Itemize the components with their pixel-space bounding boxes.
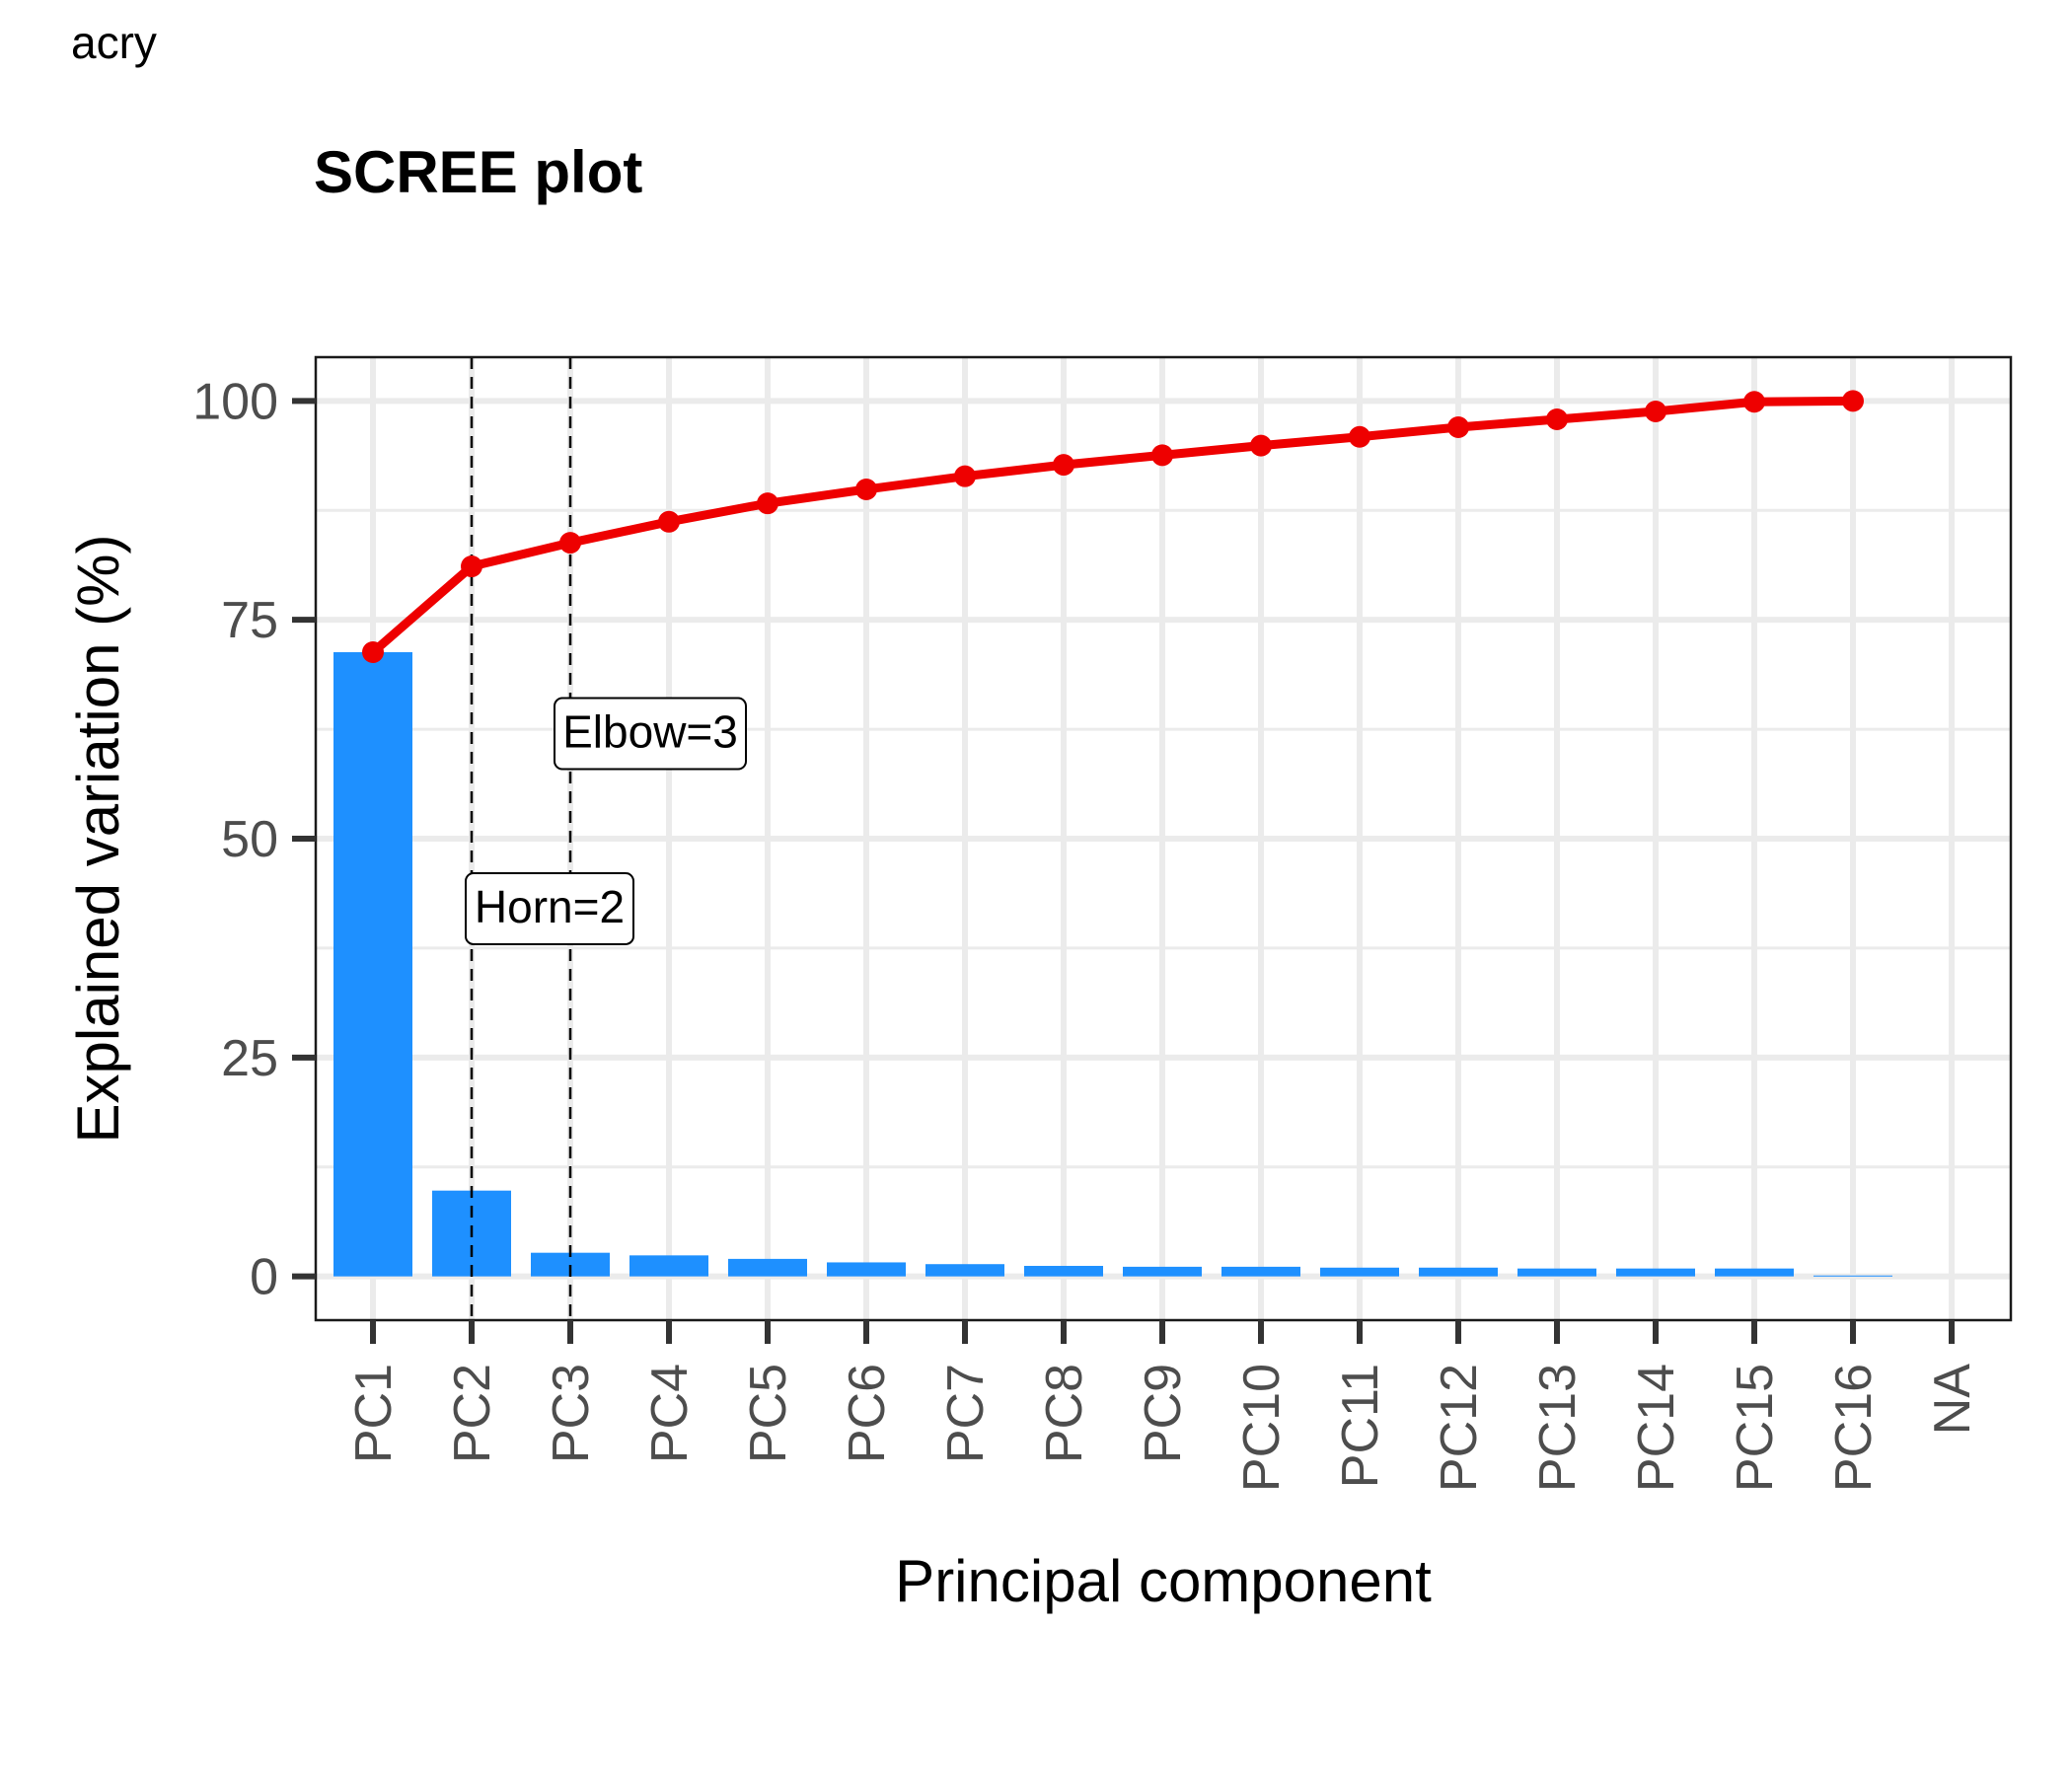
- ref-label-box: [465, 871, 634, 945]
- x-tick-label-pc15: PC15: [1727, 1364, 1784, 1492]
- point-pc8: [1053, 454, 1074, 477]
- x-tick-label-pc5: PC5: [740, 1364, 797, 1463]
- cumulative-line: [362, 390, 1864, 664]
- point-pc16: [1842, 390, 1864, 412]
- point-pc12: [1447, 415, 1469, 438]
- point-pc2: [461, 555, 482, 578]
- ref-label-text: Elbow=3: [562, 706, 738, 758]
- x-tick-label-pc10: PC10: [1233, 1364, 1291, 1492]
- axes: 0 25 50 75 100 PC1 PC2 PC3 PC4 PC5 PC6 PC7 PC8 PC9 PC1…: [192, 373, 1981, 1492]
- bar-pc16: [1813, 1275, 1892, 1277]
- chart-title: SCREE plot: [314, 139, 642, 205]
- y-tick-label: 50: [221, 811, 278, 868]
- x-tick-label-pc3: PC3: [543, 1364, 600, 1463]
- point-pc13: [1546, 407, 1568, 430]
- x-tick-label-pc16: PC16: [1825, 1364, 1883, 1492]
- x-tick-label-pc9: PC9: [1135, 1364, 1192, 1463]
- point-pc15: [1743, 391, 1765, 413]
- x-tick-label-pc14: PC14: [1628, 1364, 1685, 1492]
- bar-pc10: [1221, 1266, 1300, 1277]
- x-tick-label-pc6: PC6: [839, 1364, 896, 1463]
- bar-pc9: [1123, 1266, 1202, 1277]
- x-tick-label-pc4: PC4: [641, 1364, 699, 1463]
- bar-pc3: [531, 1252, 610, 1277]
- y-tick-label: 0: [250, 1249, 278, 1306]
- bar-pc15: [1715, 1268, 1794, 1277]
- bars: [333, 652, 1892, 1277]
- bar-pc6: [827, 1262, 906, 1277]
- bar-pc8: [1024, 1265, 1103, 1277]
- ref-label-pc2: Horn=2: [465, 871, 634, 945]
- x-tick-label-pc12: PC12: [1431, 1364, 1488, 1492]
- point-pc6: [855, 478, 877, 500]
- bar-pc13: [1517, 1268, 1596, 1277]
- x-tick-label-pc7: PC7: [937, 1364, 995, 1463]
- bar-pc7: [925, 1264, 1004, 1277]
- point-pc5: [757, 492, 778, 515]
- bar-pc12: [1419, 1267, 1498, 1277]
- bar-pc14: [1616, 1268, 1695, 1277]
- x-tick-label-pc13: PC13: [1529, 1364, 1587, 1492]
- y-tick-label: 100: [192, 373, 278, 430]
- reference-lines: [470, 357, 572, 1320]
- x-tick-label-pc8: PC8: [1036, 1364, 1093, 1463]
- point-pc4: [658, 510, 680, 533]
- reference-labels: Horn=2 Elbow=3: [465, 697, 747, 945]
- x-axis-title: Principal component: [895, 1548, 1432, 1614]
- bar-pc5: [728, 1258, 807, 1277]
- bar-pc1: [333, 652, 412, 1277]
- ref-label-text: Horn=2: [475, 881, 625, 932]
- cumulative-polyline: [370, 396, 1854, 656]
- ref-label-box: [554, 697, 747, 771]
- x-tick-label-pc1: PC1: [345, 1364, 403, 1463]
- y-axis-title: Explained variation (%): [65, 535, 131, 1144]
- y-tick-label: 25: [221, 1030, 278, 1087]
- point-pc11: [1349, 425, 1370, 448]
- point-pc10: [1250, 434, 1272, 457]
- point-pc1: [362, 641, 384, 664]
- point-pc7: [954, 465, 976, 487]
- x-tick-label-pc11: PC11: [1332, 1364, 1389, 1488]
- x-tick-label-pc2: PC2: [444, 1364, 501, 1463]
- ref-label-pc3: Elbow=3: [554, 697, 747, 771]
- panel-tag: acry: [71, 17, 157, 68]
- bar-pc11: [1320, 1267, 1399, 1277]
- bar-pc4: [629, 1255, 708, 1277]
- point-pc9: [1151, 444, 1173, 467]
- y-tick-label: 75: [221, 592, 278, 649]
- x-tick-label-na: NA: [1924, 1364, 1981, 1436]
- point-pc3: [559, 532, 581, 555]
- point-pc14: [1645, 401, 1666, 423]
